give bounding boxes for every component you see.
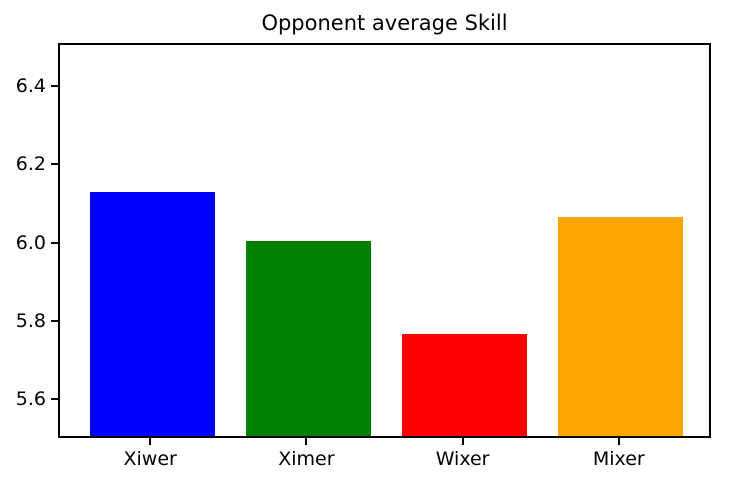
y-tick-label: 5.6 xyxy=(15,387,46,410)
plot-area xyxy=(58,43,711,438)
bar-mixer xyxy=(558,217,684,436)
bar-wixer xyxy=(402,334,528,436)
chart-title: Opponent average Skill xyxy=(261,11,508,35)
y-tick-mark xyxy=(51,163,58,166)
x-tick-label-mixer: Mixer xyxy=(592,448,645,470)
x-tick-mark xyxy=(305,438,308,445)
y-tick-mark xyxy=(51,319,58,322)
y-tick-mark xyxy=(51,241,58,244)
y-tick-label: 5.8 xyxy=(15,309,46,332)
x-tick-mark xyxy=(149,438,152,445)
x-tick-label-ximer: Ximer xyxy=(278,448,335,470)
x-tick-label-wixer: Wixer xyxy=(435,448,490,470)
y-tick-mark xyxy=(51,85,58,87)
x-tick-mark xyxy=(461,438,464,445)
x-tick-mark xyxy=(617,438,620,445)
y-tick-label: 6.2 xyxy=(15,153,46,176)
x-tick-label-xiwer: Xiwer xyxy=(123,448,177,470)
bar-ximer xyxy=(245,240,371,436)
y-tick-label: 6.0 xyxy=(15,231,46,254)
bar-xiwer xyxy=(89,191,215,436)
y-tick-mark xyxy=(51,397,58,400)
y-tick-label: 6.4 xyxy=(15,75,46,97)
